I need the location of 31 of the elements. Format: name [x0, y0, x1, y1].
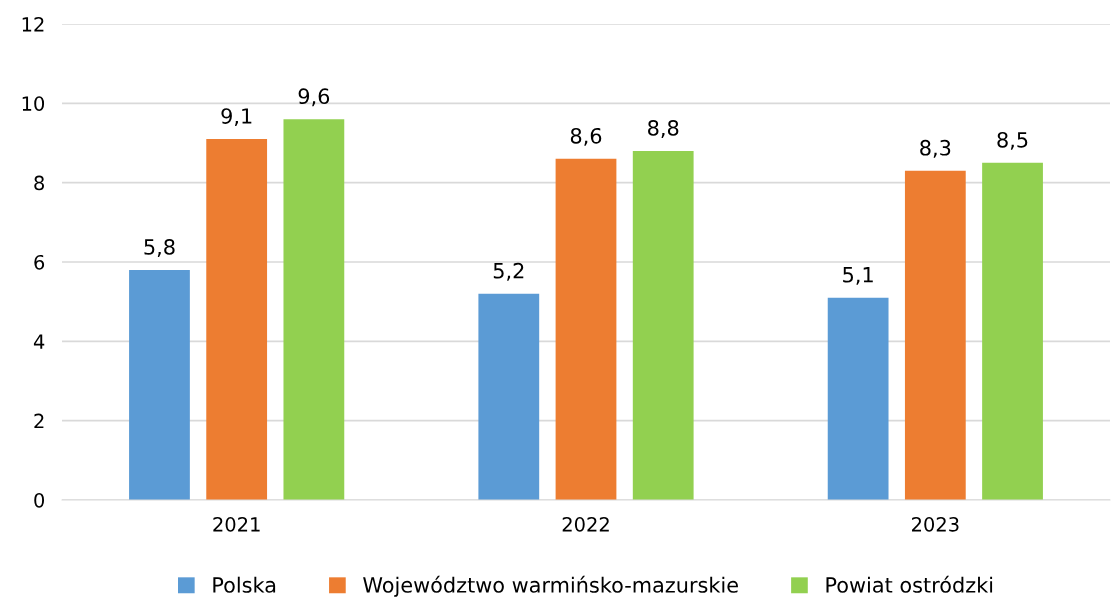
legend-label: Powiat ostródzki — [826, 575, 993, 593]
data-label: 8,8 — [648, 120, 679, 138]
legend-label: Polska — [213, 576, 276, 593]
bar — [632, 150, 694, 500]
data-label: 8,5 — [997, 131, 1028, 150]
bar — [904, 170, 966, 500]
legend-label: Województwo warmińsko-mazurskie — [363, 575, 738, 597]
x-tick-label: 2021 — [213, 517, 260, 532]
bar — [129, 269, 190, 500]
data-label: 5,2 — [493, 262, 524, 281]
data-label: 5,8 — [144, 239, 175, 257]
data-label: 9,6 — [298, 88, 330, 107]
bar — [555, 158, 617, 500]
data-label: 8,6 — [570, 127, 602, 146]
y-tick-label: 12 — [22, 16, 44, 32]
data-label: 5,1 — [843, 267, 873, 285]
bar — [206, 139, 268, 500]
x-tick-label: 2022 — [562, 517, 609, 532]
y-tick-label: 10 — [22, 96, 45, 111]
y-tick-label: 4 — [33, 334, 45, 349]
bar — [982, 162, 1043, 500]
data-label: 9,1 — [221, 108, 252, 127]
data-label: 8,3 — [920, 139, 951, 158]
y-tick-label: 2 — [34, 413, 44, 429]
y-tick-label: 8 — [34, 175, 44, 191]
x-tick-label: 2023 — [912, 517, 959, 532]
bar — [478, 293, 540, 500]
y-tick-label: 6 — [34, 254, 45, 270]
bar — [827, 297, 889, 500]
y-tick-label: 0 — [34, 492, 45, 508]
bar — [283, 119, 345, 500]
